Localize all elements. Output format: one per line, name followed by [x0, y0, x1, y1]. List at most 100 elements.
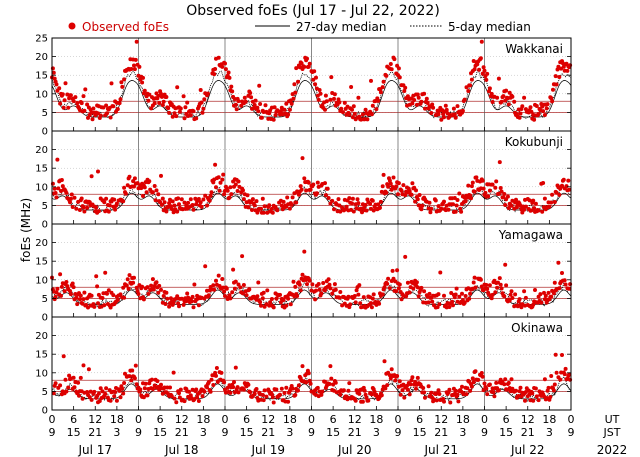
- observed-point: [278, 300, 283, 305]
- observed-point: [70, 205, 75, 209]
- observed-point: [240, 254, 245, 259]
- observed-point: [531, 198, 536, 203]
- observed-point: [199, 204, 204, 209]
- observed-point: [499, 189, 504, 194]
- observed-point: [538, 292, 543, 297]
- observed-point: [244, 293, 249, 298]
- observed-point: [363, 392, 368, 397]
- observed-point: [509, 203, 514, 208]
- observed-point: [254, 199, 259, 204]
- jst-tick-label: 15: [326, 426, 340, 439]
- observed-point: [330, 291, 335, 296]
- station-label: Yamagawa: [498, 228, 563, 242]
- observed-point: [528, 105, 533, 110]
- observed-point: [563, 282, 568, 287]
- observed-point: [469, 184, 474, 189]
- observed-point: [233, 365, 238, 370]
- observed-point: [79, 101, 84, 106]
- observed-point: [397, 379, 402, 384]
- observed-point: [386, 184, 391, 189]
- observed-point: [312, 69, 317, 74]
- observed-point: [64, 190, 69, 195]
- observed-point: [247, 287, 252, 292]
- observed-point: [502, 382, 507, 387]
- observed-point: [532, 206, 537, 211]
- observed-point: [429, 390, 434, 395]
- observed-point: [560, 353, 564, 357]
- observed-point: [557, 192, 562, 197]
- observed-point: [469, 384, 474, 389]
- observed-point: [54, 195, 59, 200]
- observed-point: [293, 284, 298, 289]
- observed-point: [261, 290, 266, 295]
- observed-point: [63, 81, 68, 86]
- observed-point: [176, 196, 181, 201]
- observed-point: [424, 96, 429, 101]
- observed-point: [551, 388, 556, 393]
- observed-point: [434, 398, 439, 403]
- observed-point: [96, 169, 100, 174]
- observed-point: [170, 114, 175, 119]
- observed-point: [145, 393, 150, 398]
- observed-point: [255, 294, 260, 299]
- observed-point: [64, 280, 69, 284]
- observed-point: [473, 369, 478, 374]
- observed-point: [414, 188, 418, 193]
- observed-point: [490, 100, 495, 104]
- observed-point: [536, 208, 541, 213]
- observed-point: [260, 393, 265, 397]
- observed-point: [325, 186, 330, 191]
- observed-point: [408, 382, 413, 387]
- observed-point: [246, 205, 251, 210]
- observed-point: [562, 278, 567, 283]
- ut-tick-label: 12: [434, 413, 448, 426]
- y-axis-label: foEs (MHz): [19, 198, 33, 262]
- observed-point: [466, 183, 471, 188]
- observed-point: [235, 189, 240, 193]
- observed-point: [534, 104, 539, 108]
- y-tick-label: 10: [35, 275, 48, 286]
- observed-point: [567, 286, 572, 291]
- observed-point: [146, 291, 151, 296]
- observed-point: [200, 394, 205, 399]
- observed-point: [234, 107, 239, 112]
- observed-point: [403, 254, 408, 259]
- observed-point: [160, 103, 165, 107]
- observed-point: [108, 398, 113, 403]
- observed-point: [123, 371, 127, 376]
- observed-point: [527, 198, 532, 203]
- observed-point: [290, 195, 295, 200]
- observed-point: [417, 193, 422, 197]
- observed-point: [281, 298, 286, 302]
- observed-point: [502, 192, 507, 196]
- observed-point: [552, 382, 557, 387]
- observed-point: [214, 366, 219, 370]
- observed-point: [169, 207, 174, 211]
- observed-point: [465, 386, 470, 391]
- observed-point: [429, 206, 434, 211]
- observed-point: [397, 75, 402, 80]
- observed-point: [132, 275, 136, 280]
- observed-point: [68, 289, 72, 293]
- observed-point: [339, 106, 344, 111]
- observed-point: [388, 62, 393, 66]
- observed-point: [552, 280, 557, 285]
- observed-point: [72, 195, 77, 200]
- y-tick-label: 20: [35, 52, 48, 63]
- observed-point: [117, 101, 122, 106]
- observed-point: [396, 181, 401, 186]
- observed-point: [208, 389, 213, 394]
- observed-point: [463, 199, 468, 204]
- observed-point: [397, 282, 402, 287]
- observed-point: [168, 385, 172, 390]
- ut-tick-label: 18: [110, 413, 124, 426]
- observed-point: [56, 186, 61, 191]
- observed-point: [410, 375, 415, 380]
- median-27day-line: [51, 192, 572, 211]
- observed-point: [328, 97, 333, 102]
- observed-point: [554, 190, 559, 195]
- jst-tick-label: 9: [481, 426, 488, 439]
- observed-point: [76, 380, 81, 385]
- observed-point: [59, 284, 64, 289]
- observed-point: [143, 381, 148, 386]
